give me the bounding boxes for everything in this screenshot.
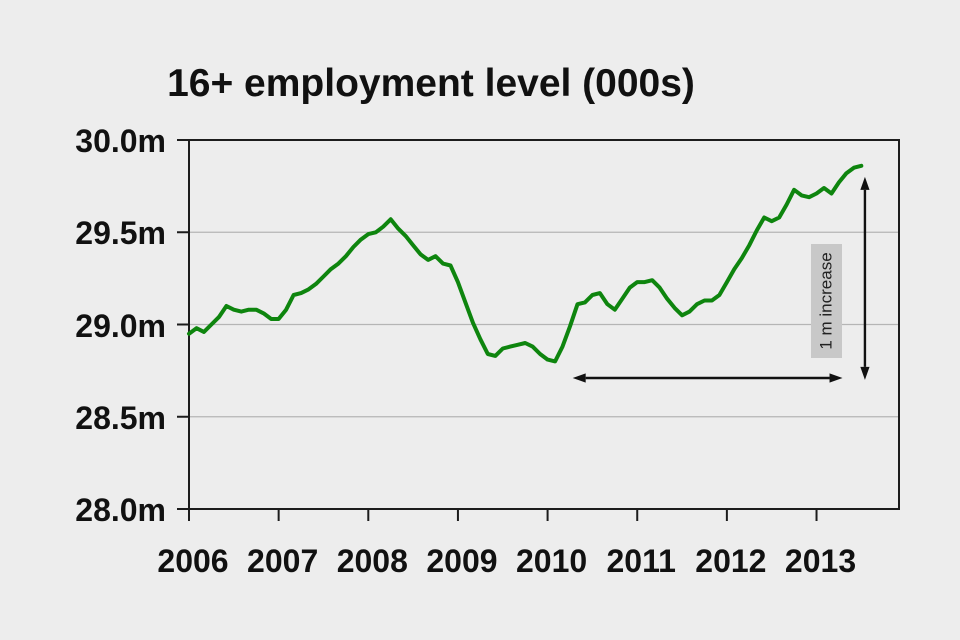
x-tick-label: 2012 <box>695 543 767 579</box>
x-tick-label: 2013 <box>784 543 857 579</box>
x-tick-label: 2011 <box>606 543 676 579</box>
arrowhead <box>860 366 870 380</box>
y-tick-label: 30.0m <box>75 123 166 159</box>
x-tick-label: 2007 <box>247 543 319 579</box>
employment-line <box>187 163 864 364</box>
y-tick-label: 29.0m <box>75 307 166 344</box>
y-tick-label: 28.0m <box>75 492 166 528</box>
y-tick-label: 28.5m <box>75 399 166 436</box>
chart-title: 16+ employment level (000s) <box>167 62 695 105</box>
arrowhead <box>860 176 870 190</box>
increase-annotation-label: 1 m increase <box>816 251 836 350</box>
arrowhead <box>829 373 843 383</box>
arrowhead <box>572 373 586 383</box>
x-tick-label: 2008 <box>336 543 408 579</box>
x-tick-label: 2006 <box>157 543 229 579</box>
y-tick-label: 29.5m <box>75 215 166 252</box>
increase-annotation-box: 1 m increase <box>810 243 842 358</box>
x-tick-label: 2010 <box>515 543 588 579</box>
x-tick-label: 2009 <box>426 543 498 579</box>
